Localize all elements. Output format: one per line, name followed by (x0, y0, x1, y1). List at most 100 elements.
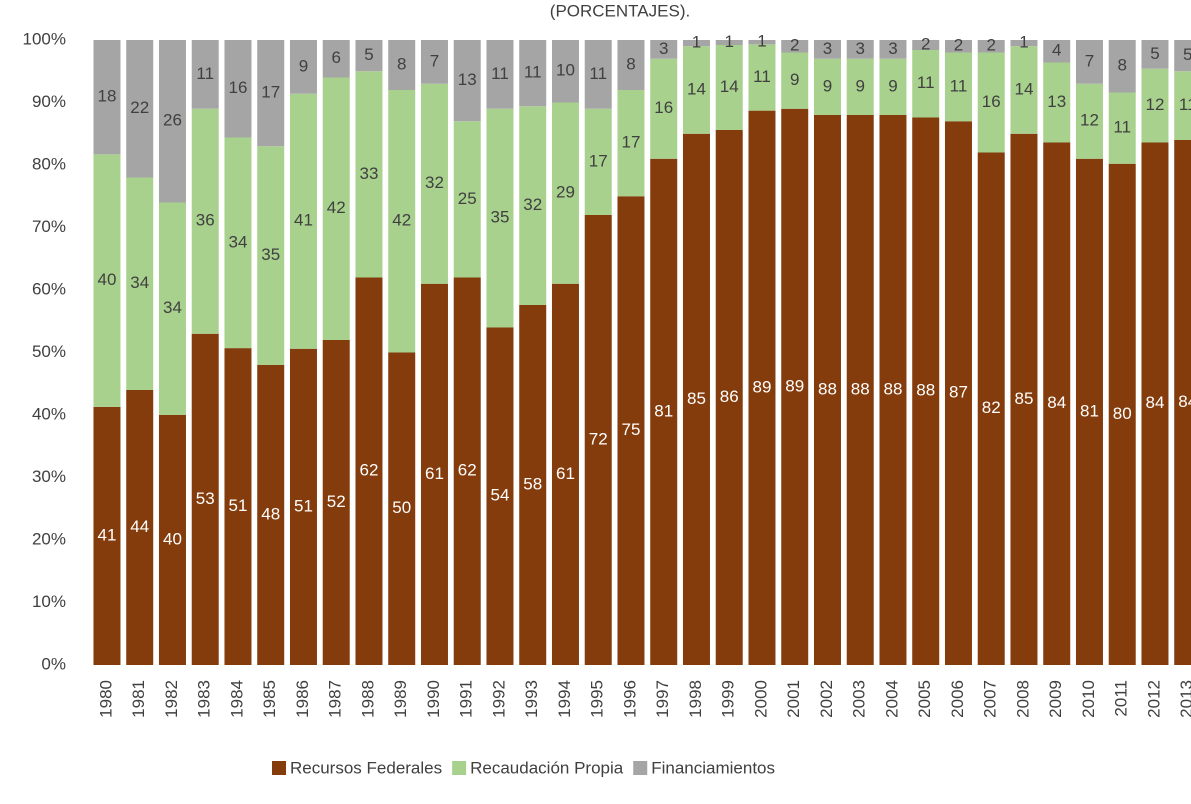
bar-segment (748, 110, 776, 665)
bar-segment (977, 52, 1005, 153)
bar-segment (191, 333, 219, 665)
y-tick-label: 50% (32, 342, 66, 361)
data-label: 9 (823, 76, 832, 95)
bar-segment (126, 390, 154, 665)
bar-segment (944, 52, 972, 122)
bar-segment (486, 40, 514, 109)
data-label: 34 (130, 273, 149, 292)
data-label: 1 (1019, 33, 1028, 52)
data-label: 10 (556, 61, 575, 80)
data-label: 2 (954, 36, 963, 55)
y-tick-label: 80% (32, 154, 66, 173)
data-label: 75 (622, 420, 641, 439)
data-label: 12 (1146, 95, 1165, 114)
data-label: 8 (1117, 56, 1126, 75)
data-label: 5 (1183, 45, 1191, 64)
x-tick-label: 1988 (358, 680, 377, 718)
data-label: 53 (196, 489, 215, 508)
bar-segment (453, 40, 481, 122)
data-label: 62 (458, 461, 477, 480)
data-label: 34 (229, 232, 248, 251)
bar-segment (257, 40, 285, 147)
bar-segment (1075, 158, 1103, 665)
x-tick-label: 2000 (751, 680, 770, 718)
x-tick-label: 1987 (326, 680, 345, 718)
bar-segment (322, 340, 350, 665)
data-label: 42 (392, 211, 411, 230)
bar-segment (355, 277, 383, 665)
bar-segment (486, 327, 514, 665)
data-label: 14 (687, 79, 706, 98)
bar-segment (977, 40, 1005, 53)
x-tick-label: 1982 (162, 680, 181, 718)
y-tick-label: 90% (32, 92, 66, 111)
bar-segment (846, 40, 874, 59)
data-label: 58 (523, 474, 542, 493)
x-tick-label: 1981 (129, 680, 148, 718)
bar-segment (519, 305, 547, 665)
data-label: 32 (425, 173, 444, 192)
bar-segment (388, 90, 416, 353)
data-label: 17 (589, 151, 608, 170)
data-label: 12 (1080, 111, 1099, 130)
legend-label: Recaudación Propia (470, 758, 624, 777)
x-tick-label: 1994 (555, 680, 574, 718)
bar-segment (519, 106, 547, 305)
y-tick-label: 20% (32, 529, 66, 548)
data-label: 40 (163, 529, 182, 548)
data-label: 84 (1047, 393, 1066, 412)
x-tick-label: 2003 (850, 680, 869, 718)
bar-segment (388, 352, 416, 665)
data-label: 4 (1052, 41, 1061, 60)
bar-segment (453, 277, 481, 665)
data-label: 11 (589, 64, 607, 83)
x-tick-label: 1980 (96, 680, 115, 718)
data-label: 50 (392, 498, 411, 517)
bar-segment (486, 108, 514, 328)
bar-segment (1043, 62, 1071, 143)
data-label: 36 (196, 211, 215, 230)
bar-segment (1108, 92, 1136, 164)
bar-segment (650, 158, 678, 665)
data-label: 1 (724, 32, 733, 51)
data-label: 88 (916, 381, 935, 400)
bar-segment (191, 108, 219, 334)
data-label: 14 (720, 77, 739, 96)
data-label: 41 (98, 525, 117, 544)
bar-segment (453, 121, 481, 278)
y-tick-label: 30% (32, 467, 66, 486)
bar-segment (617, 196, 645, 665)
data-label: 1 (692, 33, 701, 52)
data-label: 89 (753, 377, 772, 396)
data-label: 22 (130, 98, 149, 117)
legend-swatch (633, 761, 648, 775)
bar-segment (584, 108, 612, 215)
bar-segment (289, 40, 317, 94)
data-label: 48 (261, 504, 280, 523)
x-tick-label: 1983 (195, 680, 214, 718)
bar-segment (1043, 40, 1071, 63)
x-tick-label: 2012 (1144, 680, 1163, 718)
data-label: 9 (299, 56, 308, 75)
x-tick-label: 2001 (784, 680, 803, 718)
bar-segment (650, 58, 678, 159)
bar-segment (1010, 133, 1038, 665)
bar-segment (257, 365, 285, 665)
bar-segment (126, 40, 154, 178)
x-tick-label: 2008 (1013, 680, 1032, 718)
data-label: 8 (397, 54, 406, 73)
bar-segment (420, 40, 448, 84)
bar-segment (1174, 40, 1191, 72)
data-label: 82 (982, 398, 1001, 417)
data-label: 11 (491, 64, 509, 83)
data-label: 1 (757, 32, 766, 51)
bar-segment (1141, 142, 1169, 665)
data-label: 17 (261, 83, 280, 102)
data-label: 11 (196, 64, 214, 83)
x-tick-label: 2005 (915, 680, 934, 718)
bar-segment (813, 115, 841, 665)
data-label: 6 (331, 48, 340, 67)
data-label: 44 (130, 517, 149, 536)
x-tick-label: 1992 (489, 680, 508, 718)
bar-segment (813, 40, 841, 59)
